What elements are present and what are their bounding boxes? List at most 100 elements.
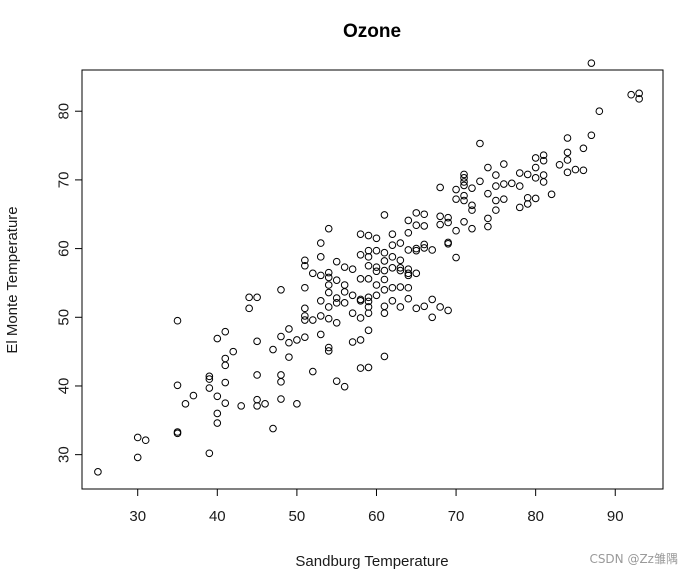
scatter-point — [460, 196, 468, 205]
y-axis: 30 40 50 60 70 80 — [56, 103, 82, 463]
scatter-point — [523, 193, 532, 202]
scatter-point — [484, 222, 492, 231]
scatter-point — [380, 352, 389, 361]
scatter-point — [189, 391, 198, 400]
scatter-point — [301, 316, 309, 324]
scatter-point — [205, 384, 214, 392]
scatter-point — [404, 271, 413, 280]
scatter-point — [587, 131, 596, 140]
scatter-point — [555, 160, 564, 169]
scatter-point — [301, 283, 309, 292]
scatter-point — [348, 309, 357, 317]
scatter-point — [420, 222, 429, 230]
scatter-point — [301, 261, 309, 270]
scatter-point — [388, 296, 397, 305]
y-tick-label: 30 — [56, 446, 73, 463]
scatter-point — [404, 283, 413, 292]
scatter-point — [412, 244, 421, 253]
scatter-point — [372, 263, 381, 271]
scatter-point — [484, 214, 492, 223]
scatter-point — [221, 327, 230, 336]
scatter-point — [539, 171, 548, 179]
scatter-point — [253, 293, 261, 302]
scatter-point — [181, 400, 190, 408]
scatter-point — [412, 209, 421, 217]
scatter-point — [380, 266, 389, 275]
plot-frame — [81, 69, 664, 490]
scatter-point — [412, 269, 421, 278]
x-tick-label: 70 — [448, 508, 465, 525]
scatter-point — [245, 304, 253, 313]
scatter-point — [444, 306, 452, 315]
scatter-point — [531, 154, 540, 162]
scatter-point — [340, 263, 349, 271]
scatter-point — [579, 144, 588, 153]
scatter-point — [380, 257, 389, 265]
scatter-point — [404, 228, 413, 237]
scatter-point — [500, 160, 508, 168]
scatter-point — [261, 400, 269, 408]
scatter-point — [277, 371, 285, 379]
scatter-point — [364, 261, 373, 270]
scatter-point — [269, 424, 277, 433]
scatter-point — [237, 402, 245, 410]
scatter-point — [285, 353, 293, 361]
scatter-point — [293, 400, 301, 408]
scatter-point — [539, 156, 548, 165]
scatter-point — [141, 436, 150, 445]
scatter-point — [133, 433, 142, 442]
scatter-point — [571, 165, 580, 174]
scatter-point — [452, 185, 460, 194]
x-tick-label: 30 — [129, 508, 146, 525]
scatter-point — [324, 224, 333, 233]
scatter-point — [460, 174, 468, 182]
scatter-point — [563, 156, 572, 164]
scatter-point — [348, 338, 357, 346]
scatter-point — [253, 337, 261, 346]
scatter-point — [404, 216, 413, 225]
scatter-point — [531, 174, 540, 182]
scatter-point — [205, 449, 214, 458]
scatter-point — [372, 246, 381, 255]
scatter-point — [316, 239, 325, 247]
x-tick-label: 60 — [368, 508, 385, 525]
scatter-point — [364, 297, 373, 306]
scatter-point — [531, 163, 540, 172]
x-tick-label: 90 — [607, 508, 624, 525]
y-tick-label: 50 — [56, 309, 73, 326]
y-tick-label: 70 — [56, 172, 73, 189]
scatter-point — [253, 371, 261, 379]
scatter-point — [396, 256, 405, 265]
scatter-point — [523, 200, 532, 208]
scatter-point — [332, 299, 341, 307]
scatter-point — [356, 250, 365, 259]
scatter-point — [595, 107, 604, 116]
scatter-point — [253, 395, 261, 404]
scatter-point — [460, 178, 468, 186]
x-tick-label: 40 — [209, 508, 226, 525]
scatter-point — [492, 182, 500, 190]
scatter-point — [229, 347, 238, 356]
scatter-point — [452, 253, 460, 262]
scatter-point — [277, 378, 285, 386]
scatter-point — [388, 253, 397, 261]
scatter-point — [213, 392, 222, 401]
scatter-point — [404, 294, 413, 303]
scatter-point — [635, 95, 643, 103]
scatter-point — [364, 231, 373, 240]
scatter-point — [444, 213, 452, 222]
scatter-point — [324, 268, 333, 277]
scatter-point — [316, 330, 325, 339]
scatter-point — [412, 304, 421, 313]
scatter-point — [412, 221, 421, 230]
scatter-point — [213, 334, 222, 343]
scatter-point — [277, 332, 285, 341]
scatter-point — [627, 90, 635, 99]
scatter-point — [324, 347, 333, 355]
scatter-point — [388, 241, 397, 249]
scatter-point — [468, 206, 476, 214]
scatter-point — [460, 170, 468, 179]
scatter-point — [380, 302, 389, 311]
scatter-point — [293, 336, 301, 344]
scatter-point — [133, 453, 142, 462]
